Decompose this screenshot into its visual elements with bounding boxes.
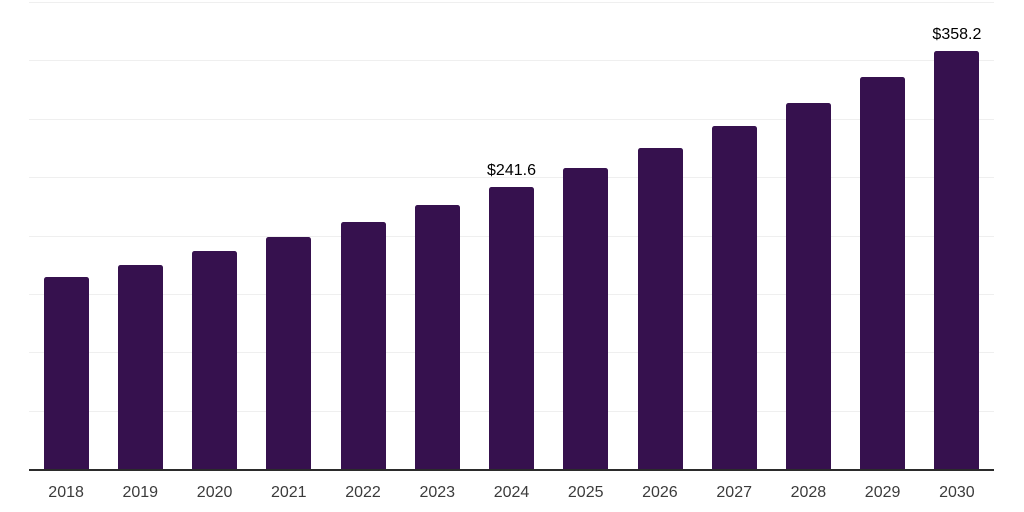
plot-area: 2018 2019 2020 2021 2022 2023 2024 $241.6 2025 20… xyxy=(29,0,994,512)
gridline-250 xyxy=(29,177,994,179)
x-tick-label-2029: 2029 xyxy=(864,484,901,501)
bar-2027 xyxy=(711,125,757,469)
x-tick-label-2028: 2028 xyxy=(790,484,827,501)
x-tick-label-2025: 2025 xyxy=(567,484,604,501)
x-tick-label-2030: 2030 xyxy=(939,484,975,501)
x-tick-label-2019: 2019 xyxy=(122,484,159,501)
data-label-2024: $241.6 xyxy=(487,161,536,179)
x-tick-label-2024: 2024 xyxy=(493,484,530,501)
x-tick-label-2021: 2021 xyxy=(270,484,307,501)
bar-2018 xyxy=(43,276,89,469)
bar-2023 xyxy=(414,205,460,469)
gridline-350 xyxy=(29,60,994,62)
gridline-300 xyxy=(29,118,994,120)
bar-2020 xyxy=(192,251,238,469)
bar-2029 xyxy=(860,77,906,469)
x-tick-label-2018: 2018 xyxy=(48,484,84,501)
bar-2026 xyxy=(637,147,683,469)
bar-2028 xyxy=(785,102,831,469)
x-axis-line xyxy=(29,469,994,471)
bar-2019 xyxy=(117,264,163,469)
x-tick-label-2027: 2027 xyxy=(716,484,752,501)
x-tick-label-2020: 2020 xyxy=(196,484,233,501)
x-tick-label-2023: 2023 xyxy=(419,484,456,501)
data-label-2030: $358.2 xyxy=(932,25,982,43)
bar-2021 xyxy=(266,236,312,469)
x-tick-label-2022: 2022 xyxy=(345,484,381,501)
bar-2030 xyxy=(934,50,980,469)
bar-2025 xyxy=(563,167,609,469)
bar-2024 xyxy=(489,186,534,469)
bar-2022 xyxy=(340,221,386,469)
x-tick-label-2026: 2026 xyxy=(642,484,678,501)
gridline-400 xyxy=(29,2,994,3)
